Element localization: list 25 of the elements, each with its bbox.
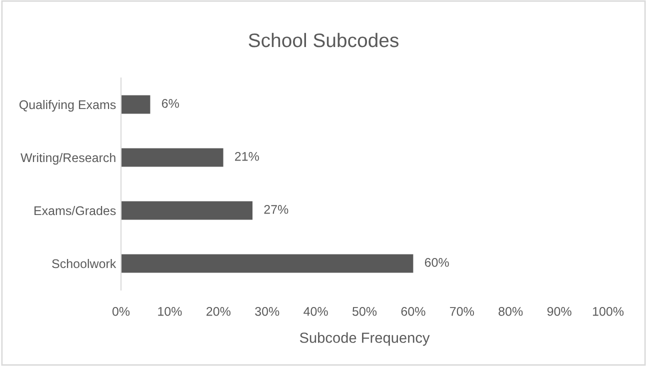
y-tick-label: Exams/Grades [34,206,116,216]
x-tick-label: 70% [450,306,474,316]
x-axis-title: Subcode Frequency [300,332,430,346]
y-tick-label: Schoolwork [52,258,116,268]
x-tick-label: 10% [158,306,182,316]
bar [121,201,252,220]
x-tick-label: 20% [206,306,230,316]
x-tick-label: 40% [304,306,328,316]
bar [121,95,150,114]
chart-title: School Subcodes [248,32,398,48]
bar [121,254,414,273]
x-tick-label: 100% [592,306,624,316]
data-label: 21% [235,152,259,161]
x-tick-label: 90% [547,306,572,316]
x-tick-label: 80% [498,306,523,316]
data-label: 60% [424,258,449,267]
data-label: 27% [264,205,288,214]
bar [121,148,224,167]
x-tick-label: 50% [352,306,377,316]
x-tick-label: 30% [255,306,280,316]
y-tick-label: Writing/Research [20,152,116,165]
x-tick-label: 0% [112,306,130,316]
y-tick-label: Qualifying Exams [19,100,116,112]
data-label: 6% [162,99,179,108]
x-tick-label: 60% [401,306,426,316]
